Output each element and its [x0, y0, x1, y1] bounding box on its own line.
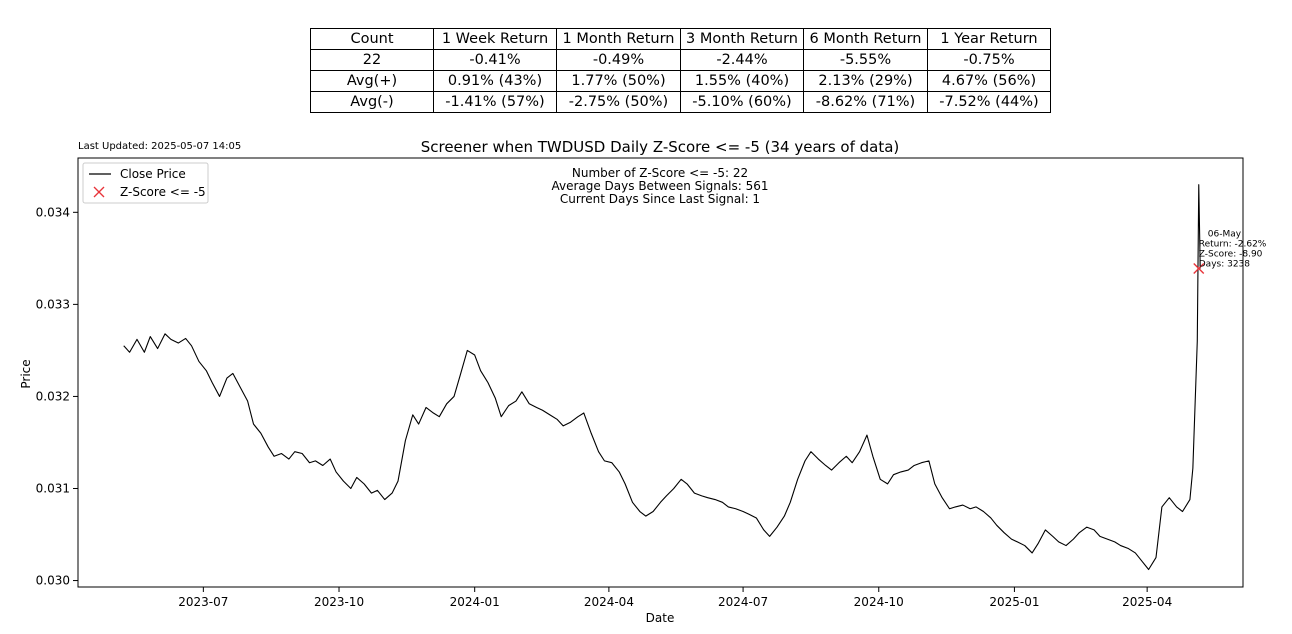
- x-tick-label: 2025-04: [1122, 595, 1172, 609]
- signal-marker-stroke: [1193, 262, 1205, 274]
- signal-annotation-line: 06-May: [1208, 229, 1242, 239]
- stats-table-body: Count 1 Week Return 1 Month Return 3 Month …: [310, 28, 1051, 113]
- stats-text-line: Average Days Between Signals: 561: [551, 179, 768, 193]
- stats-cell: -2.44%: [680, 49, 804, 71]
- y-tick-label: 0.033: [36, 297, 70, 311]
- y-tick-label: 0.031: [36, 481, 70, 495]
- y-tick-label: 0.034: [36, 205, 70, 219]
- last-updated-label: Last Updated: 2025-05-07 14:05: [78, 141, 242, 152]
- x-tick-label: 2023-07: [178, 595, 228, 609]
- stats-cell: Avg(+): [310, 70, 434, 92]
- stats-header-cell: 1 Year Return: [927, 28, 1051, 50]
- plot-area-frame: [77, 157, 1244, 588]
- x-axis-ticks: 2023-07 2023-10 2024-01 2024-04 2024-07 2024-…: [178, 587, 1172, 609]
- chart-title: Screener when TWDUSD Daily Z-Score <= -5…: [421, 138, 900, 156]
- stats-cell: -2.75% (50%): [556, 91, 681, 113]
- x-tick-label: 2024-07: [718, 595, 768, 609]
- legend-close-price-label: Close Price: [120, 167, 186, 181]
- y-tick-label: 0.030: [36, 574, 70, 588]
- stats-cell: 2.13% (29%): [803, 70, 928, 92]
- stats-cell: 4.67% (56%): [927, 70, 1051, 92]
- series-layer: [123, 184, 1201, 571]
- legend-box: [82, 162, 209, 204]
- close-price-line: [123, 184, 1201, 571]
- signal-annotation-line: Z-Score: -8.90: [1199, 249, 1263, 259]
- signal-annotation-line: Return: -2.62%: [1199, 239, 1267, 249]
- y-axis-ticks: 0.030 0.031 0.032 0.033 0.034: [36, 205, 78, 588]
- x-tick-label: 2025-01: [989, 595, 1039, 609]
- legend-z-score-label: Z-Score <= -5: [120, 185, 206, 199]
- stats-row: Avg(+) 0.91% (43%) 1.77% (50%) 1.55% (40%) 2…: [310, 70, 1051, 92]
- stats-cell: -5.10% (60%): [680, 91, 804, 113]
- stats-cell: Avg(-): [310, 91, 434, 113]
- stats-cell: -1.41% (57%): [433, 91, 557, 113]
- legend-z-score-swatch: [93, 186, 105, 198]
- x-tick-label: 2024-01: [450, 595, 500, 609]
- stats-cell: 0.91% (43%): [433, 70, 557, 92]
- x-tick-label: 2023-10: [314, 595, 364, 609]
- stats-cell: -7.52% (44%): [927, 91, 1051, 113]
- z-score-signal-marker: [1193, 262, 1205, 274]
- stats-header-cell: 6 Month Return: [803, 28, 928, 50]
- x-axis-label: Date: [646, 611, 675, 625]
- legend: Close Price Z-Score <= -5: [82, 162, 209, 204]
- stats-text-line: Current Days Since Last Signal: 1: [560, 192, 760, 206]
- y-tick-label: 0.032: [36, 389, 70, 403]
- signal-annotation-line: Days: 3238: [1199, 259, 1251, 269]
- stats-header-row: Count 1 Week Return 1 Month Return 3 Month …: [310, 28, 1051, 50]
- stats-text-line: Number of Z-Score <= -5: 22: [572, 166, 748, 180]
- x-tick-label: 2024-10: [854, 595, 904, 609]
- x-tick-label: 2024-04: [584, 595, 634, 609]
- stats-cell: 1.55% (40%): [680, 70, 804, 92]
- stats-row: Avg(-) -1.41% (57%) -2.75% (50%) -5.10% (60…: [310, 91, 1051, 113]
- y-axis-label: Price: [19, 359, 33, 388]
- stats-table: Count 1 Week Return 1 Month Return 3 Month …: [310, 28, 1051, 113]
- stats-cell: 1.77% (50%): [556, 70, 681, 92]
